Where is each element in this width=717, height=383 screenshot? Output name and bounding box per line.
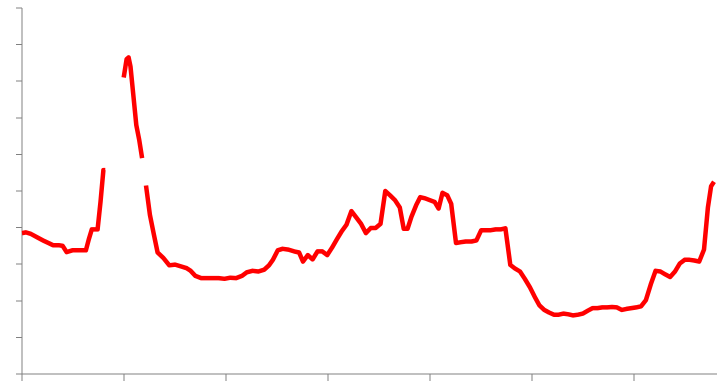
series-line-segment-1 [21,167,106,255]
series-line-segment-2 [121,55,145,159]
series-line-segment-3 [143,180,716,318]
series-group [21,55,716,318]
axes [16,7,717,381]
